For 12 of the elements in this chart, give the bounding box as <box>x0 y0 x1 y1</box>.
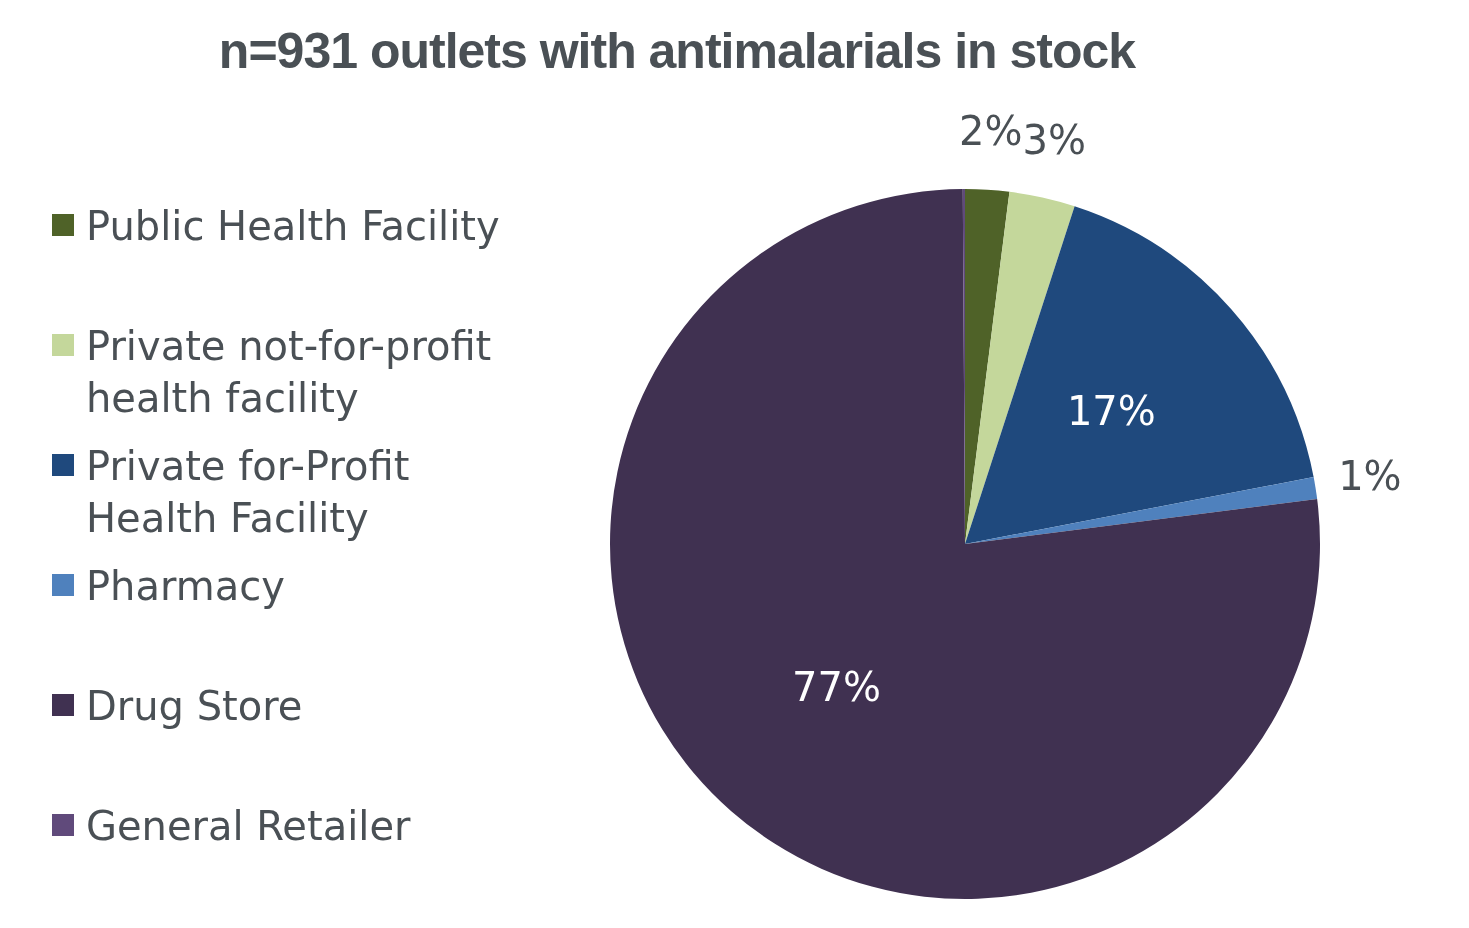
legend-label: Public Health Facility <box>86 202 500 251</box>
data-label: 3% <box>1022 117 1087 164</box>
data-label: 77% <box>791 664 881 711</box>
data-label: 17% <box>1066 388 1156 435</box>
data-label: 1% <box>1338 452 1402 499</box>
data-label: 2% <box>958 108 1023 155</box>
legend-label: Pharmacy <box>86 562 285 611</box>
legend-label: Drug Store <box>86 682 303 731</box>
legend-label: Private for-Profit Health Facility <box>86 442 411 543</box>
legend-label: Private not-for-profit health facility <box>86 322 493 423</box>
legend-label: General Retailer <box>86 802 411 851</box>
chart-title: n=931 outlets with antimalarials in stock <box>217 22 1137 80</box>
